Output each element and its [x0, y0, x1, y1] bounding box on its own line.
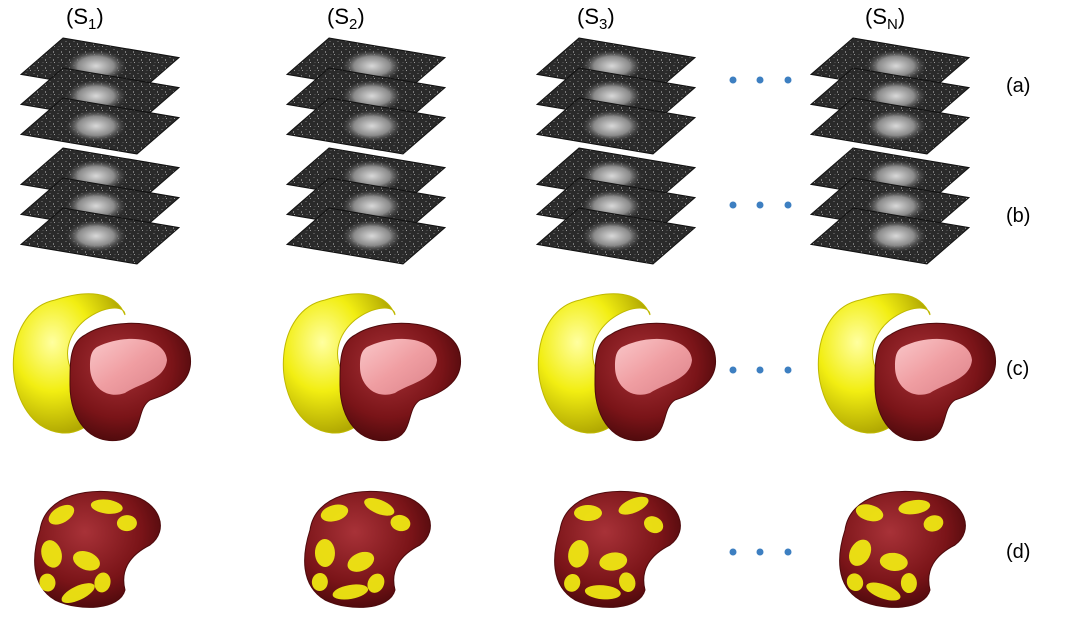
yellow-overlap-patch: [314, 539, 335, 567]
yellow-overlap-patch: [866, 582, 901, 601]
column-title-4: (SN): [865, 4, 905, 33]
yellow-overlap-patch: [90, 499, 123, 514]
ellipsis-dot: [756, 76, 764, 84]
kidney-segmentation: [282, 293, 461, 442]
yellow-overlap-patch: [584, 585, 621, 600]
atlas-overlap-kidney: [839, 490, 966, 608]
kidney-segmentation: [12, 293, 191, 442]
atlas-overlap-row: [34, 490, 966, 608]
column-title-1: (S1): [66, 4, 104, 33]
ellipsis-dot: [784, 548, 792, 556]
pink-highlight: [90, 338, 167, 395]
ellipsis-dot: [729, 76, 737, 84]
horizontal-ellipsis-icon: [729, 201, 792, 209]
row-label-d: (d): [1006, 541, 1030, 563]
ellipsis-dot: [784, 366, 792, 374]
row-label-c: (c): [1006, 358, 1029, 380]
yellow-overlap-patch: [923, 515, 944, 532]
yellow-overlap-patch: [61, 583, 95, 603]
horizontal-ellipsis-icon: [729, 76, 792, 84]
kidney-segmentation: [817, 293, 996, 442]
yellow-overlap-patch: [619, 572, 636, 592]
mri-slice-stack: [285, 147, 447, 265]
ellipsis-dot: [729, 201, 737, 209]
yellow-overlap-patch: [367, 573, 385, 593]
kidney-cross-section: [66, 220, 126, 252]
yellow-overlap-patch: [41, 540, 62, 568]
ellipsis-dot: [756, 366, 764, 374]
yellow-overlap-patch: [618, 496, 649, 515]
pink-highlight: [615, 338, 692, 395]
kidney-cross-section: [342, 220, 402, 252]
ellipsis-dot: [756, 548, 764, 556]
kidney-cross-section: [66, 110, 126, 142]
column-title-3: (S3): [577, 4, 615, 33]
yellow-overlap-patch: [364, 498, 395, 516]
yellow-overlap-patch: [390, 514, 411, 532]
mri-slice-stack: [19, 147, 181, 265]
yellow-overlap-patch: [574, 505, 602, 521]
mri-slice-stack: [809, 37, 971, 155]
mri-slice-stack: [19, 37, 181, 155]
kidney-cross-section: [582, 110, 642, 142]
yellow-overlap-patch: [643, 516, 664, 534]
kidney-segmentation: [537, 293, 716, 442]
row-labels: (a) (b) (c) (d): [1006, 75, 1030, 563]
mri-stack-grid: [19, 37, 971, 265]
yellow-overlap-patch: [900, 573, 917, 594]
segmentation-row: [12, 293, 996, 442]
pink-highlight: [360, 338, 437, 395]
ellipsis-dot: [784, 201, 792, 209]
yellow-overlap-patch: [599, 552, 628, 571]
yellow-overlap-patch: [855, 504, 884, 522]
ellipsis-dot: [756, 201, 764, 209]
yellow-overlap-patch: [879, 552, 908, 571]
yellow-overlap-patch: [568, 539, 589, 568]
column-titles: (S1) (S2) (S3) (SN): [66, 4, 905, 33]
atlas-overlap-kidney: [34, 490, 161, 608]
horizontal-ellipsis-icon: [729, 366, 792, 374]
kidney-cross-section: [342, 110, 402, 142]
yellow-overlap-patch: [73, 551, 100, 571]
column-title-2: (S2): [327, 4, 365, 33]
yellow-overlap-patch: [898, 499, 931, 515]
yellow-overlap-patch: [39, 573, 56, 592]
kidney-cross-section: [866, 220, 926, 252]
atlas-overlap-kidney: [554, 490, 681, 608]
kidney-cross-section: [582, 220, 642, 252]
mri-slice-stack: [285, 37, 447, 155]
ellipsis-dot: [729, 548, 737, 556]
ellipsis-dot: [729, 366, 737, 374]
yellow-overlap-patch: [846, 573, 864, 592]
yellow-overlap-patch: [332, 584, 369, 600]
ellipsis-dot: [784, 76, 792, 84]
yellow-overlap-patch: [564, 573, 581, 592]
horizontal-ellipsis-icon: [729, 548, 792, 556]
yellow-overlap-patch: [94, 572, 111, 593]
yellow-overlap-patch: [48, 504, 75, 525]
yellow-overlap-patch: [116, 515, 137, 532]
kidney-cross-section: [866, 110, 926, 142]
pink-highlight: [895, 338, 972, 395]
mri-slice-stack: [535, 37, 697, 155]
yellow-overlap-patch: [849, 539, 872, 566]
row-label-a: (a): [1006, 75, 1030, 97]
mri-slice-stack: [535, 147, 697, 265]
atlas-overlap-kidney: [304, 490, 431, 608]
row-label-b: (b): [1006, 205, 1030, 227]
yellow-overlap-patch: [320, 504, 349, 522]
mri-slice-stack: [809, 147, 971, 265]
yellow-overlap-patch: [347, 551, 375, 572]
yellow-overlap-patch: [311, 572, 328, 591]
ellipsis-markers: [729, 76, 792, 556]
